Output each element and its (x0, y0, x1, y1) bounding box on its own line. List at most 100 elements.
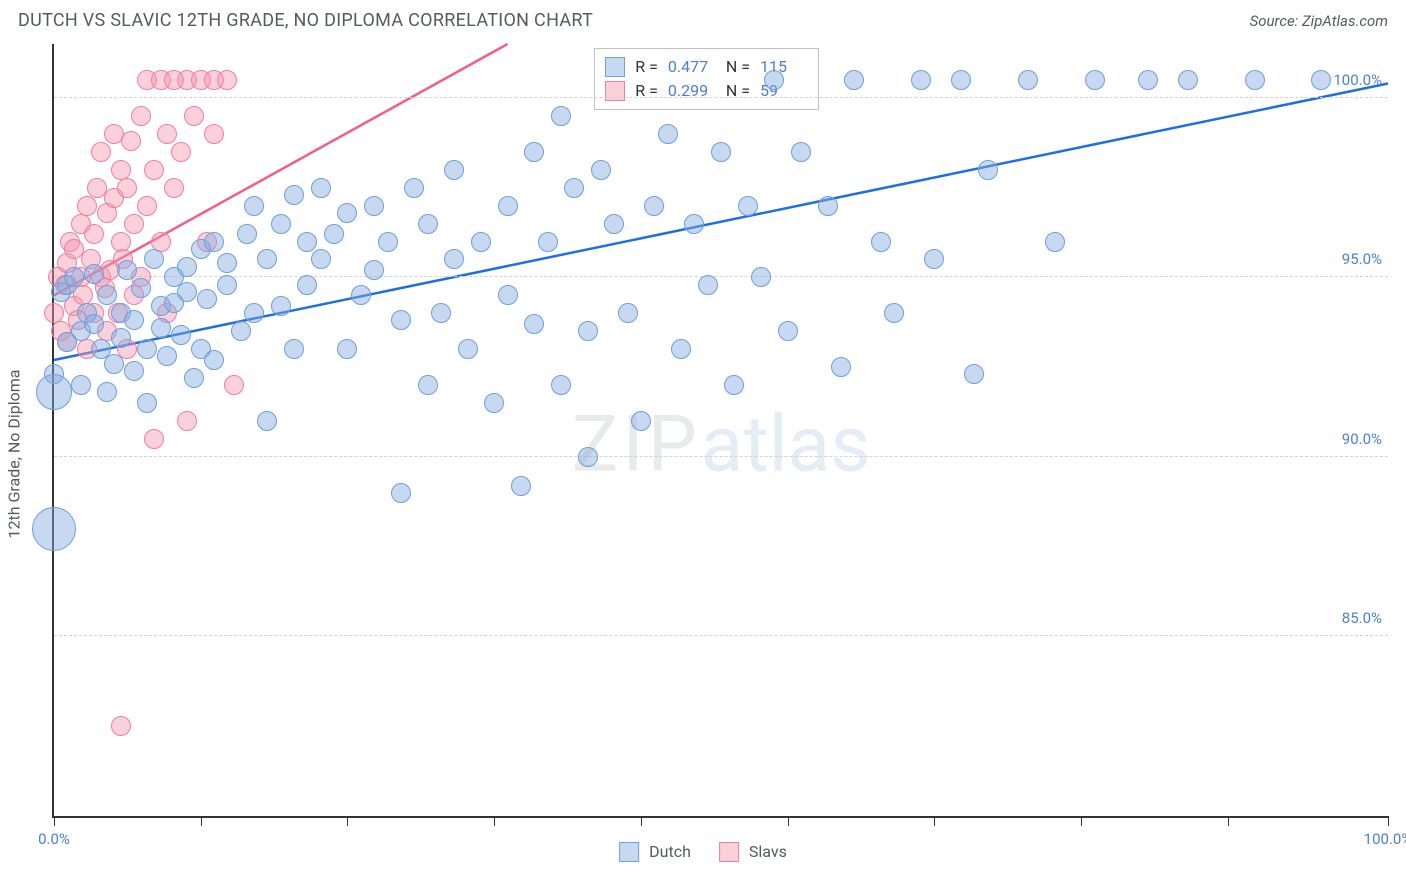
data-point (137, 339, 157, 359)
data-point (32, 507, 76, 551)
data-point (658, 124, 678, 144)
data-point (184, 368, 204, 388)
data-point (924, 249, 944, 269)
data-point (71, 375, 91, 395)
data-point (1018, 70, 1038, 90)
data-point (511, 476, 531, 496)
data-point (578, 447, 598, 467)
data-point (111, 716, 131, 736)
legend-item: Slavs (719, 840, 787, 864)
chart-title: DUTCH VS SLAVIC 12TH GRADE, NO DIPLOMA C… (18, 10, 593, 31)
y-tick-label: 90.0% (1342, 430, 1382, 448)
plot-area: ZIPatlas R =0.477N =115R =0.299N =59 85.… (52, 44, 1388, 818)
data-point (97, 285, 117, 305)
stats-legend: R =0.477N =115R =0.299N =59 (594, 48, 819, 110)
data-point (131, 106, 151, 126)
legend-swatch (619, 842, 639, 862)
data-point (444, 160, 464, 180)
data-point (144, 160, 164, 180)
x-tick (788, 816, 789, 826)
data-point (271, 296, 291, 316)
gridline (54, 635, 1388, 636)
data-point (444, 249, 464, 269)
data-point (64, 267, 84, 287)
x-tick (201, 816, 202, 826)
data-point (337, 203, 357, 223)
data-point (564, 178, 584, 198)
watermark: ZIPatlas (572, 400, 871, 491)
data-point (1085, 70, 1105, 90)
data-point (524, 142, 544, 162)
data-point (524, 314, 544, 334)
data-point (257, 411, 277, 431)
data-point (151, 318, 171, 338)
data-point (418, 375, 438, 395)
data-point (177, 257, 197, 277)
data-point (844, 70, 864, 90)
data-point (604, 214, 624, 234)
data-point (117, 178, 137, 198)
data-point (271, 214, 291, 234)
data-point (778, 321, 798, 341)
data-point (157, 124, 177, 144)
gridline (54, 456, 1388, 457)
x-tick (1081, 816, 1082, 826)
data-point (157, 346, 177, 366)
scatter-chart: 12th Grade, No Diploma ZIPatlas R =0.477… (18, 44, 1388, 864)
data-point (618, 303, 638, 323)
data-point (124, 361, 144, 381)
data-point (171, 142, 191, 162)
data-point (311, 249, 331, 269)
legend-swatch (719, 842, 739, 862)
legend-label: Dutch (649, 840, 691, 864)
legend-swatch (605, 57, 625, 77)
x-tick-label: 0.0% (38, 830, 70, 848)
data-point (724, 375, 744, 395)
data-point (631, 411, 651, 431)
data-point (818, 196, 838, 216)
data-point (311, 178, 331, 198)
data-point (284, 339, 304, 359)
data-point (111, 232, 131, 252)
legend-item: Dutch (619, 840, 691, 864)
data-point (964, 364, 984, 384)
data-point (131, 278, 151, 298)
data-point (231, 321, 251, 341)
data-point (124, 214, 144, 234)
series-legend: Dutch Slavs (619, 840, 787, 864)
data-point (1178, 70, 1198, 90)
x-tick (641, 816, 642, 826)
gridline (54, 276, 1388, 277)
x-tick (934, 816, 935, 826)
y-tick-label: 85.0% (1342, 609, 1382, 627)
data-point (351, 285, 371, 305)
data-point (257, 249, 277, 269)
data-point (144, 249, 164, 269)
data-point (871, 232, 891, 252)
data-point (911, 70, 931, 90)
data-point (884, 303, 904, 323)
data-point (391, 310, 411, 330)
data-point (217, 275, 237, 295)
data-point (204, 124, 224, 144)
y-tick-label: 100.0% (1333, 71, 1382, 89)
data-point (137, 393, 157, 413)
data-point (471, 232, 491, 252)
data-point (498, 196, 518, 216)
x-tick (54, 816, 55, 826)
data-point (217, 253, 237, 273)
data-point (644, 196, 664, 216)
data-point (117, 260, 137, 280)
x-tick (347, 816, 348, 826)
data-point (551, 106, 571, 126)
data-point (431, 303, 451, 323)
data-point (698, 275, 718, 295)
data-point (171, 325, 191, 345)
data-point (538, 232, 558, 252)
x-tick-label: 100.0% (1364, 830, 1406, 848)
x-tick (494, 816, 495, 826)
data-point (324, 224, 344, 244)
data-point (177, 411, 197, 431)
data-point (831, 357, 851, 377)
data-point (671, 339, 691, 359)
